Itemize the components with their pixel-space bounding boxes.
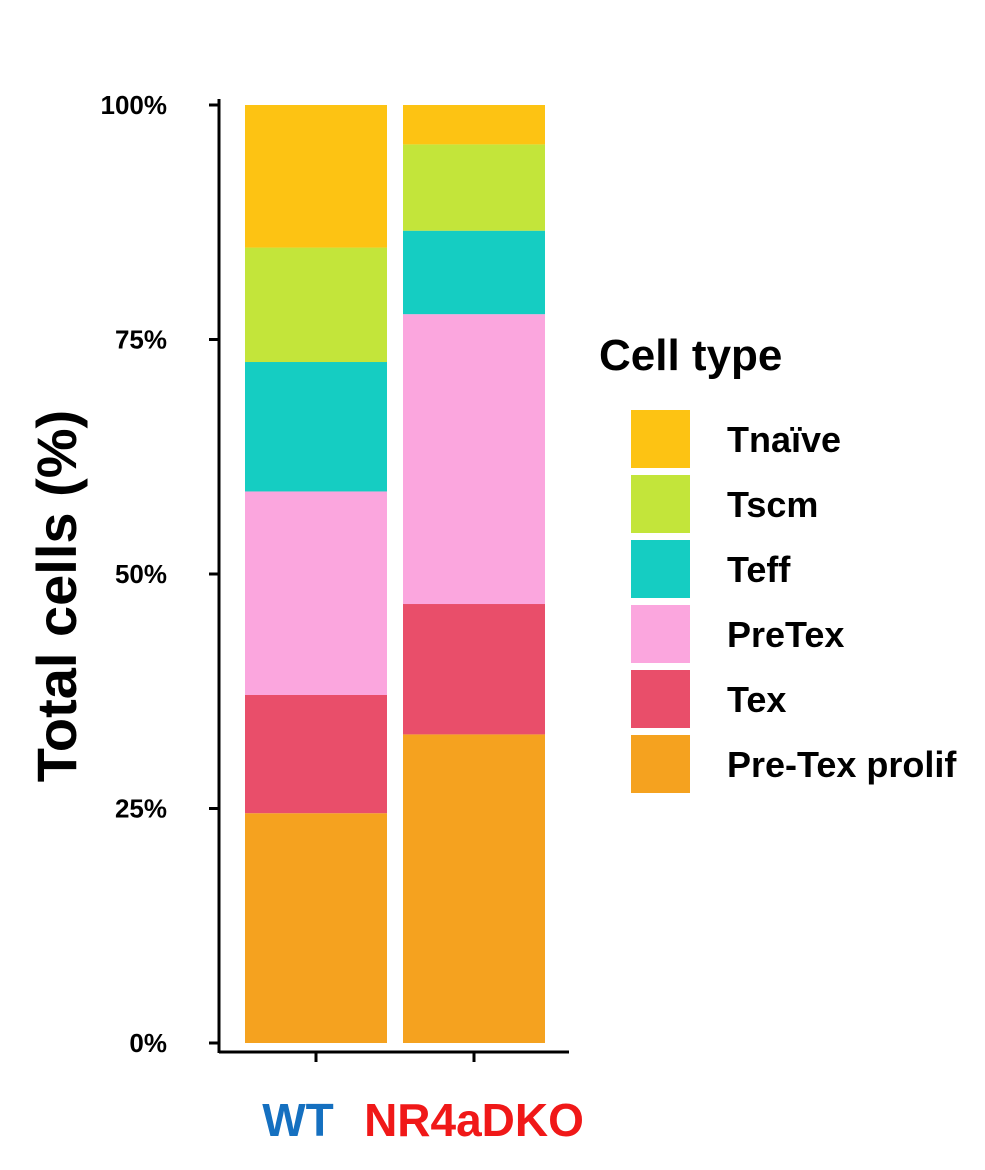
bar-segment-wt-teff [245,362,387,492]
bar-segment-nr4adko-tscm [403,144,545,231]
x-tick-label-wt: WT [262,1094,334,1146]
y-tick-label: 100% [101,90,168,120]
legend-swatch-tna-ve [631,410,690,468]
bar-segment-wt-pre-tex-prolif [245,813,387,1043]
legend-swatch-tex [631,670,690,728]
legend-title: Cell type [599,331,782,380]
legend-label-pre-tex-prolif: Pre-Tex prolif [727,744,957,785]
legend-label-pretex: PreTex [727,614,844,655]
bar-segment-wt-tscm [245,247,387,363]
y-axis-label: Total cells (%) [25,410,88,782]
legend-swatch-tscm [631,475,690,533]
y-tick-label: 75% [115,325,167,355]
bar-segment-wt-tna-ve [245,105,387,248]
bars-layer [245,105,545,1043]
y-ticks: 0% 25% 50% 75% 100% [101,90,219,1058]
bar-segment-nr4adko-pretex [403,314,545,605]
legend-items: Tnaïve Tscm Teff PreTex Tex Pre-Tex prolif [631,410,957,793]
y-tick-label: 25% [115,794,167,824]
bar-segment-wt-tex [245,695,387,814]
bar-segment-nr4adko-tna-ve [403,105,545,145]
bar-segment-nr4adko-tex [403,604,545,735]
axis-layer [217,99,569,1054]
legend: Cell type Tnaïve Tscm Teff PreTex Tex Pre-Tex… [599,331,957,793]
legend-label-tscm: Tscm [727,484,818,525]
bar-segment-wt-pretex [245,491,387,696]
bar-segment-nr4adko-teff [403,230,545,315]
legend-label-tna-ve: Tnaïve [727,419,841,460]
legend-swatch-pretex [631,605,690,663]
y-tick-label: 0% [129,1028,167,1058]
x-tick-label-nr4adko: NR4aDKO [364,1094,584,1146]
bar-segment-nr4adko-pre-tex-prolif [403,734,545,1043]
legend-label-teff: Teff [727,549,791,590]
legend-swatch-teff [631,540,690,598]
legend-swatch-pre-tex-prolif [631,735,690,793]
x-ticks: WT NR4aDKO [262,1052,584,1146]
y-tick-label: 50% [115,559,167,589]
legend-label-tex: Tex [727,679,786,720]
